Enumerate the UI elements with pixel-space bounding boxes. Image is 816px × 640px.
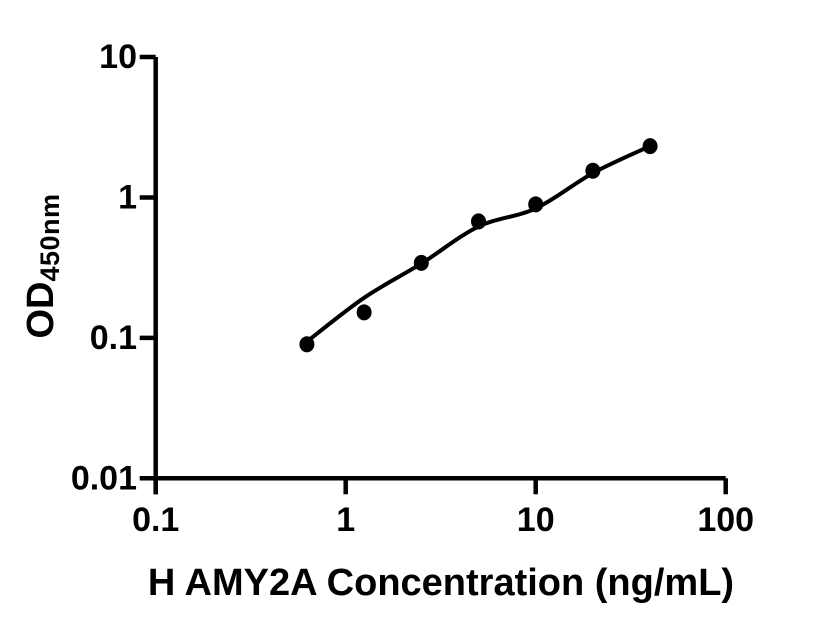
y-tick-label-1: 1 — [118, 178, 137, 216]
x-tick-label-0.1: 0.1 — [132, 501, 179, 539]
data-point — [356, 304, 372, 321]
y-tick-label-10: 10 — [99, 38, 137, 76]
y-axis-title: OD450nm — [20, 193, 68, 339]
x-tick-label-10: 10 — [517, 501, 555, 539]
data-point — [471, 213, 487, 230]
y-tick-label-0.01: 0.01 — [71, 459, 137, 497]
data-point — [528, 196, 544, 213]
x-tick-label-1: 1 — [336, 501, 355, 539]
data-point — [642, 138, 658, 155]
data-point — [413, 254, 429, 271]
data-point — [299, 336, 315, 353]
y-tick-label-0.1: 0.1 — [90, 319, 137, 357]
y-axis-title-subscript: 450nm — [35, 193, 65, 282]
x-axis-title: H AMY2A Concentration (ng/mL) — [147, 562, 735, 604]
y-axis-title-main: OD — [20, 281, 62, 339]
x-tick-label-100: 100 — [697, 501, 754, 539]
data-point — [585, 162, 601, 179]
